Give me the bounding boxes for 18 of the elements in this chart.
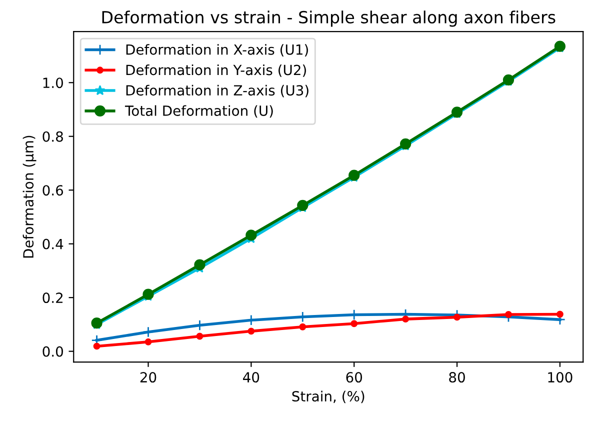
y-tick-label: 0.6	[42, 185, 64, 196]
legend-label: Deformation in X-axis (U1)	[126, 44, 308, 56]
legend-label: Deformation in Y-axis (U2)	[126, 64, 306, 77]
x-tick-label: 20	[140, 372, 156, 383]
y-axis-title: Deformation (µm)	[22, 136, 36, 258]
chart-title: Deformation vs strain - Simple shear along axon fibers	[102, 10, 556, 27]
y-tick-label: 0.0	[42, 346, 63, 357]
y-tick-label: 0.2	[42, 292, 63, 304]
x-tick-label: 80	[449, 372, 465, 383]
legend-label: Total Deformation (U)	[124, 105, 273, 118]
x-tick-label: 40	[243, 372, 260, 383]
y-tick-label: 0.8	[42, 131, 63, 142]
y-tick-label: 1.0	[43, 78, 63, 88]
x-axis-title: Strain, (%)	[292, 390, 364, 404]
x-tick-label: 100	[548, 372, 572, 383]
y-tick-label: 0.4	[42, 238, 64, 250]
legend-label: Deformation in Z-axis (U3)	[126, 84, 308, 98]
x-tick-label: 60	[346, 372, 362, 383]
